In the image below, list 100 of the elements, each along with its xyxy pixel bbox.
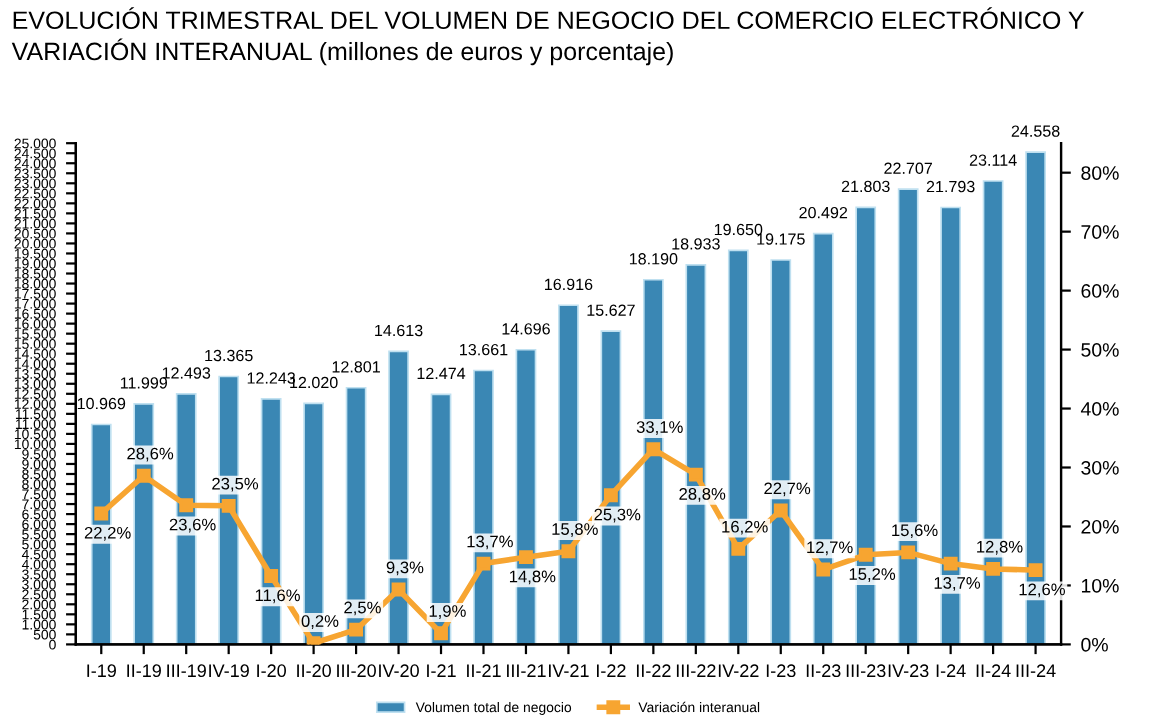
data-label: 28,8%	[679, 487, 726, 502]
data-label: 20.492	[799, 206, 848, 219]
x-tick-label: I-23	[766, 664, 796, 678]
point	[646, 442, 661, 457]
data-label: 12,8%	[977, 540, 1023, 555]
x-tick-label: I-24	[936, 664, 966, 677]
data-label: 24.558	[1011, 125, 1060, 137]
data-label: 11.999	[120, 377, 168, 389]
data-label: 19.650	[714, 223, 763, 236]
point	[858, 547, 873, 562]
data-label: 18.190	[629, 253, 678, 265]
y2-tick-label: 40%	[1080, 402, 1119, 416]
point	[1028, 563, 1043, 578]
x-tick-label: III-21	[507, 664, 546, 677]
point	[349, 622, 364, 637]
x-tick-label: I-19	[87, 664, 116, 678]
x-tick-label: II-19	[127, 664, 161, 678]
y2-tick-label: 70%	[1081, 225, 1119, 239]
point	[264, 569, 279, 583]
data-label: 12.474	[417, 367, 466, 379]
point	[901, 545, 916, 560]
data-label: 15,2%	[849, 568, 896, 582]
data-label: 23,5%	[212, 477, 259, 492]
data-label: 22.707	[884, 162, 933, 174]
x-tick-label: IV-22	[718, 664, 759, 677]
x-tick-label: I-21	[427, 664, 456, 677]
data-label: 9,3%	[386, 561, 424, 576]
data-label: 15.627	[587, 304, 635, 316]
data-label: 13.661	[460, 343, 508, 356]
x-tick-label: IV-21	[549, 664, 589, 677]
x-tick-label: III-19	[167, 664, 206, 678]
data-label: 22,2%	[84, 526, 131, 541]
chart-title: EVOLUCIÓN TRIMESTRAL DEL VOLUMEN DE NEGOCIO DEL COMERCIO ELECTRÓNICO Y VARIACIÓN INTERANUAL (millones de euros y porcentaje)	[11, 7, 1084, 66]
point	[773, 503, 788, 518]
point	[603, 488, 618, 503]
data-label: 33,1%	[636, 421, 683, 435]
x-tick-label: III-23	[846, 664, 886, 678]
data-label: 28,6%	[127, 447, 174, 462]
x-tick-label: III-20	[337, 664, 376, 678]
data-label: 12.493	[162, 367, 211, 379]
y2-tick-label: 0%	[1081, 637, 1108, 652]
point	[391, 582, 406, 597]
data-label: 10.969	[77, 397, 126, 410]
y2-tick-label: 20%	[1081, 519, 1119, 534]
x-tick-label: I-22	[597, 664, 626, 677]
y2-tick-label: 30%	[1081, 460, 1119, 475]
point	[519, 550, 533, 565]
data-label: 25,3%	[594, 508, 641, 523]
point	[221, 498, 236, 513]
data-label: 21.793	[926, 180, 975, 193]
data-label: 12.020	[290, 376, 338, 389]
x-tick-label: II-23	[806, 664, 841, 678]
data-label: 12.801	[332, 361, 380, 373]
point	[476, 556, 491, 571]
data-label: 14.613	[375, 324, 423, 337]
x-tick-label: IV-19	[209, 664, 249, 678]
point	[434, 626, 448, 641]
x-tick-label: III-24	[1016, 664, 1056, 677]
data-label: 23,6%	[169, 518, 216, 533]
x-tick-label: IV-20	[379, 664, 419, 678]
data-label: 19.175	[757, 233, 805, 245]
x-tick-label: IV-23	[888, 664, 929, 678]
point	[731, 541, 746, 556]
data-label: 14,8%	[509, 570, 556, 585]
point	[816, 562, 831, 577]
data-label: 18.933	[672, 238, 720, 250]
data-label: 13,7%	[934, 577, 981, 591]
point	[688, 467, 703, 482]
data-label: 23.114	[969, 154, 1017, 166]
data-label: 21.803	[841, 180, 890, 193]
point	[561, 544, 576, 559]
y2-tick-label: 50%	[1081, 343, 1119, 357]
x-tick-label: II-21	[467, 664, 501, 677]
data-label: 16.916	[545, 278, 593, 291]
point	[94, 506, 109, 521]
data-label: 16,2%	[722, 520, 768, 535]
x-tick-label: II-20	[297, 664, 331, 678]
x-tick-label: I-20	[257, 664, 286, 678]
data-label: 12.243	[247, 372, 296, 384]
data-label: 14.696	[502, 323, 550, 335]
point	[943, 556, 958, 571]
data-label: 1,9%	[429, 605, 466, 619]
point	[136, 468, 151, 483]
point	[179, 498, 194, 513]
data-label: 12,6%	[1019, 583, 1065, 598]
data-label: 15,6%	[892, 524, 938, 539]
y2-tick-label: 10%	[1081, 578, 1119, 593]
y2-tick-label: 60%	[1081, 284, 1119, 298]
data-label: 13.365	[205, 349, 253, 362]
data-label: 13,7%	[467, 535, 513, 550]
data-label: 0,2%	[301, 615, 339, 629]
x-tick-label: II-22	[636, 664, 671, 677]
x-tick-label: III-22	[676, 664, 716, 677]
x-tick-label: II-24	[976, 664, 1011, 677]
data-label: 12,7%	[807, 541, 853, 556]
point	[986, 561, 1001, 576]
data-label: 15,8%	[552, 523, 598, 537]
data-label: 2,5%	[344, 601, 381, 616]
data-label: 22,7%	[764, 482, 811, 497]
data-label: 11,6%	[255, 589, 300, 604]
